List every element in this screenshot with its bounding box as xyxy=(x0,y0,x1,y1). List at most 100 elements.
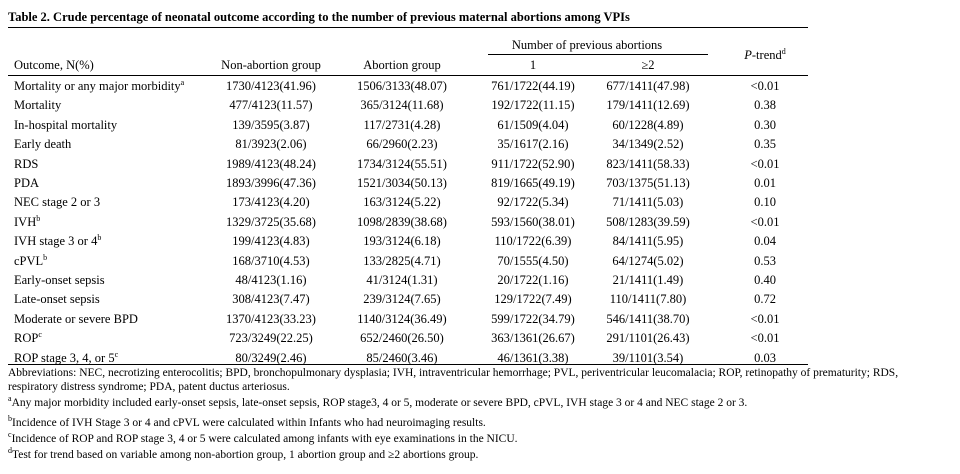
row-label-text: Moderate or severe BPD xyxy=(14,311,138,326)
cell: 192/1722(11.15) xyxy=(491,98,575,113)
row-label: cPVLb xyxy=(14,252,48,268)
cell: 1329/3725(35.68) xyxy=(226,214,316,229)
row-label-sup: b xyxy=(36,213,41,223)
row-label: IVHb xyxy=(14,213,41,229)
cell: 117/2731(4.28) xyxy=(363,117,441,132)
cell: 652/2460(26.50) xyxy=(360,331,444,346)
cell: 1370/4123(33.23) xyxy=(226,311,316,326)
row-label-sup: b xyxy=(97,233,102,243)
cell: 21/1411(1.49) xyxy=(612,273,684,287)
footnote: aAny major morbidity included early-onse… xyxy=(8,394,748,410)
row-label: RDS xyxy=(14,157,38,171)
row-label-text: ROP xyxy=(14,331,39,346)
top-rule xyxy=(8,27,808,28)
cell: 80/3249(2.46) xyxy=(235,350,307,365)
row-label: ROPc xyxy=(14,330,42,346)
cell: 34/1349(2.52) xyxy=(612,137,684,152)
row-label-sup: c xyxy=(38,330,42,340)
cell: 239/3124(7.65) xyxy=(363,292,441,307)
cell: 1098/2839(38.68) xyxy=(357,214,447,229)
footnote-text: Test for trend based on variable among n… xyxy=(12,449,479,461)
cell: 133/2825(4.71) xyxy=(363,253,441,268)
cell: 0.01 xyxy=(754,176,776,190)
cell: 0.04 xyxy=(754,234,776,249)
cell: 173/4123(4.20) xyxy=(232,195,310,210)
cell: 723/3249(22.25) xyxy=(229,331,313,346)
p-italic: P xyxy=(744,48,752,62)
cell: 0.03 xyxy=(754,350,776,365)
row-label: IVH stage 3 or 4b xyxy=(14,233,102,249)
row-label-text: cPVL xyxy=(14,253,44,268)
bottom-rule xyxy=(8,364,808,365)
cell: 761/1722(44.19) xyxy=(491,79,575,93)
cell: 0.35 xyxy=(754,137,776,152)
row-label: PDA xyxy=(14,176,39,190)
row-label-text: IVH xyxy=(14,214,37,229)
column-header: Outcome, N(%) xyxy=(14,58,94,72)
cell: 0.38 xyxy=(754,98,776,113)
row-label: Moderate or severe BPD xyxy=(14,312,138,326)
cell: 823/1411(58.33) xyxy=(606,156,690,171)
row-label: Mortality xyxy=(14,98,61,112)
row-label: Late-onset sepsis xyxy=(14,292,100,306)
p-sup: d xyxy=(781,47,786,56)
cell: 0.30 xyxy=(754,117,776,132)
cell: 1140/3124(36.49) xyxy=(357,311,447,326)
cell: 1893/3996(47.36) xyxy=(226,176,316,190)
column-header: Non-abortion group xyxy=(221,58,321,72)
cell: <0.01 xyxy=(750,214,780,229)
cell: 70/1555(4.50) xyxy=(497,253,569,268)
cell: 911/1722(52.90) xyxy=(491,156,575,171)
row-label-text: Mortality xyxy=(14,98,62,113)
column-header: 1 xyxy=(529,58,537,72)
row-label-text: RDS xyxy=(14,156,39,171)
column-header: Abortion group xyxy=(363,58,441,72)
cell: 308/4123(7.47) xyxy=(232,292,310,307)
cell: 1506/3133(48.07) xyxy=(357,79,447,93)
footnote-text: Any major morbidity included early-onset… xyxy=(11,397,748,409)
cell: 139/3595(3.87) xyxy=(232,117,310,132)
footnote-sup: a xyxy=(8,394,12,403)
cell: 64/1274(5.02) xyxy=(612,253,684,268)
cell: 46/1361(3.38) xyxy=(497,350,569,365)
cell: 477/4123(11.57) xyxy=(229,98,313,113)
cell: <0.01 xyxy=(750,156,780,171)
cell: 129/1722(7.49) xyxy=(494,292,572,307)
row-label: Mortality or any major morbiditya xyxy=(14,78,185,94)
cell: 199/4123(4.83) xyxy=(232,234,310,249)
footnote-sup: d xyxy=(8,446,12,455)
cell: 0.53 xyxy=(754,253,776,268)
cell: 48/4123(1.16) xyxy=(235,273,307,287)
row-label-sup: a xyxy=(180,78,185,87)
cell: 193/3124(6.18) xyxy=(363,234,441,249)
cell: 291/1101(26.43) xyxy=(606,331,690,346)
footnote-text: Incidence of IVH Stage 3 or 4 and cPVL w… xyxy=(12,417,486,429)
footnote: cIncidence of ROP and ROP stage 3, 4 or … xyxy=(8,431,518,446)
cell: 0.40 xyxy=(754,273,776,287)
cell: 1730/4123(41.96) xyxy=(226,79,316,93)
footnote-sup: b xyxy=(8,414,12,423)
p-trend-header: P-trendd xyxy=(744,47,786,63)
row-label-sup: b xyxy=(43,252,48,262)
cell: 0.72 xyxy=(754,292,776,307)
footnote: dTest for trend based on variable among … xyxy=(8,446,479,462)
row-label-text: NEC stage 2 or 3 xyxy=(14,195,101,210)
cell: 66/2960(2.23) xyxy=(366,137,438,152)
cell: 179/1411(12.69) xyxy=(606,98,690,113)
cell: 60/1228(4.89) xyxy=(612,117,684,132)
cell: <0.01 xyxy=(750,331,780,346)
cell: <0.01 xyxy=(750,311,780,326)
row-label-sup: c xyxy=(114,349,119,359)
row-label: In-hospital mortality xyxy=(14,118,117,132)
cell: 85/2460(3.46) xyxy=(366,350,438,365)
cell: 61/1509(4.04) xyxy=(497,117,569,132)
table-title: Table 2. Crude percentage of neonatal ou… xyxy=(8,10,630,24)
cell: 20/1722(1.16) xyxy=(497,273,569,287)
cell: 35/1617(2.16) xyxy=(497,137,569,152)
cell: 703/1375(51.13) xyxy=(606,176,690,190)
row-label-text: Early-onset sepsis xyxy=(14,273,105,287)
cell: 365/3124(11.68) xyxy=(360,98,444,113)
cell: 599/1722(34.79) xyxy=(491,311,575,326)
cell: 508/1283(39.59) xyxy=(606,214,690,229)
